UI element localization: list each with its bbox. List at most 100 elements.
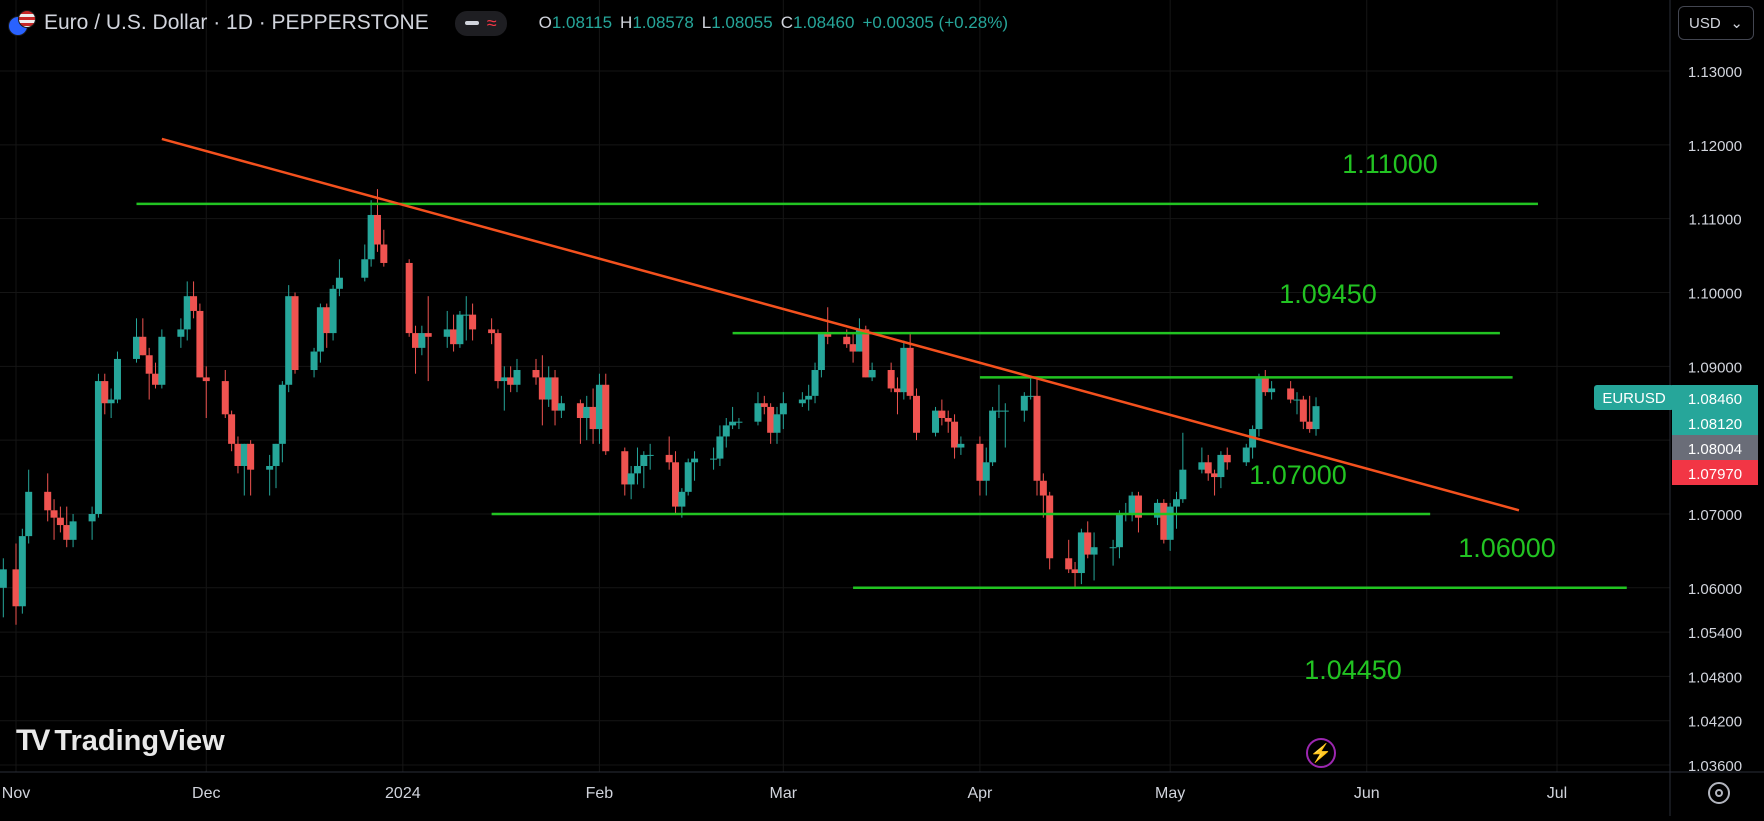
- candle-body: [855, 329, 863, 352]
- candle-body: [177, 329, 185, 337]
- candle-body: [798, 399, 806, 404]
- time-axis-tick-label: Nov: [2, 785, 30, 802]
- price-tag-value: 1.08004: [1688, 441, 1742, 458]
- candle-body: [672, 462, 680, 507]
- candle-body: [957, 443, 965, 448]
- candle-body: [373, 214, 381, 245]
- candle-body: [849, 344, 857, 352]
- price-tag-bg: [1672, 435, 1758, 460]
- candle-body: [0, 569, 7, 588]
- candle-body: [196, 310, 204, 378]
- candle-body: [145, 355, 153, 374]
- candle-body: [405, 262, 413, 334]
- candle-body: [627, 473, 635, 485]
- candle-body: [1173, 499, 1181, 507]
- candle-body: [621, 451, 629, 485]
- candle-body: [995, 410, 1003, 412]
- candle-body: [665, 454, 673, 463]
- candle-body: [735, 421, 743, 423]
- candle-body: [944, 418, 952, 422]
- price-axis-tick-label: 1.13000: [1688, 64, 1742, 81]
- symbol-tag-label: EURUSD: [1602, 390, 1666, 407]
- candle-body: [951, 421, 959, 448]
- candle-body: [805, 395, 813, 400]
- candle-body: [88, 513, 96, 522]
- candle-body: [56, 517, 64, 526]
- candle-body: [691, 458, 699, 463]
- candle-body: [1179, 469, 1187, 500]
- gear-icon[interactable]: [1708, 782, 1730, 804]
- candle-body: [817, 333, 825, 371]
- trend-line: [161, 137, 1520, 512]
- candle-body: [513, 370, 521, 385]
- candle-body: [488, 329, 496, 334]
- candle-body: [1046, 495, 1054, 559]
- candle-body: [1255, 377, 1263, 430]
- time-axis-tick-label: Feb: [586, 785, 614, 802]
- candle-body: [773, 414, 781, 433]
- candle-body: [494, 333, 502, 382]
- price-tag-bg: [1672, 460, 1758, 485]
- candle-body: [862, 329, 870, 378]
- candle-body: [1001, 410, 1009, 412]
- symbol-title[interactable]: Euro / U.S. Dollar · 1D · PEPPERSTONE: [44, 11, 429, 34]
- candle-body: [538, 377, 546, 400]
- ohlc-low: L1.08055: [701, 13, 773, 32]
- candle-body: [1020, 395, 1028, 411]
- candle-body: [811, 370, 819, 396]
- candle-body: [887, 370, 895, 389]
- candle-body: [152, 373, 160, 385]
- candle-body: [361, 259, 369, 278]
- candle-body: [843, 336, 851, 345]
- candle-body: [101, 381, 109, 404]
- candle-body: [913, 395, 921, 433]
- chevron-down-icon: ⌄: [1730, 15, 1743, 32]
- level-label: 1.07000: [1249, 460, 1347, 490]
- time-axis-tick-label: Jun: [1354, 785, 1380, 802]
- candle-body: [982, 462, 990, 481]
- wave-icon[interactable]: ≈: [486, 12, 497, 33]
- candle-body: [595, 384, 603, 430]
- candle-body: [1039, 480, 1047, 496]
- lightning-icon[interactable]: ⚡: [1306, 738, 1336, 768]
- candle-body: [1261, 377, 1269, 393]
- candle-body: [323, 307, 331, 334]
- candle-body: [44, 491, 52, 511]
- candle-body: [25, 491, 33, 537]
- candle-body: [1299, 399, 1307, 422]
- level-label: 1.11000: [1342, 149, 1438, 179]
- candle-body: [380, 244, 388, 263]
- candle-body: [158, 336, 166, 385]
- candle-body: [602, 384, 610, 452]
- candle-body: [722, 425, 730, 437]
- price-axis-tick-label: 1.05400: [1688, 625, 1742, 642]
- indicator-toggle[interactable]: ≈: [454, 10, 507, 36]
- candle-body: [1065, 558, 1073, 570]
- candle-body: [976, 443, 984, 481]
- candle-body: [1109, 547, 1117, 549]
- ohlc-readout: O1.08115 H1.08578 L1.08055 C1.08460 +0.0…: [539, 13, 1008, 33]
- candle-body: [367, 214, 375, 260]
- candle-body: [1312, 406, 1320, 430]
- candle-body: [1084, 532, 1092, 555]
- candle-body: [412, 333, 420, 348]
- candle-body: [1166, 506, 1174, 540]
- candle-body: [767, 406, 775, 433]
- us-flag-icon: [18, 10, 36, 28]
- candle-body: [329, 288, 337, 334]
- candle-body: [1242, 447, 1250, 463]
- candle-body: [710, 458, 718, 460]
- candle-body: [1198, 462, 1206, 470]
- candle-body: [633, 465, 641, 474]
- tradingview-logo: TV TradingView: [16, 724, 225, 758]
- currency-flags-icon: [8, 10, 36, 36]
- price-axis-tick-label: 1.10000: [1688, 285, 1742, 302]
- ohlc-close: C1.08460: [780, 13, 855, 32]
- symbol-header: Euro / U.S. Dollar · 1D · PEPPERSTONE ≈ …: [8, 8, 1008, 38]
- price-tag-value: 1.08120: [1688, 416, 1742, 433]
- minus-icon[interactable]: [464, 21, 479, 25]
- currency-select-button[interactable]: USD ⌄: [1678, 6, 1754, 40]
- price-axis-tick-label: 1.12000: [1688, 138, 1742, 155]
